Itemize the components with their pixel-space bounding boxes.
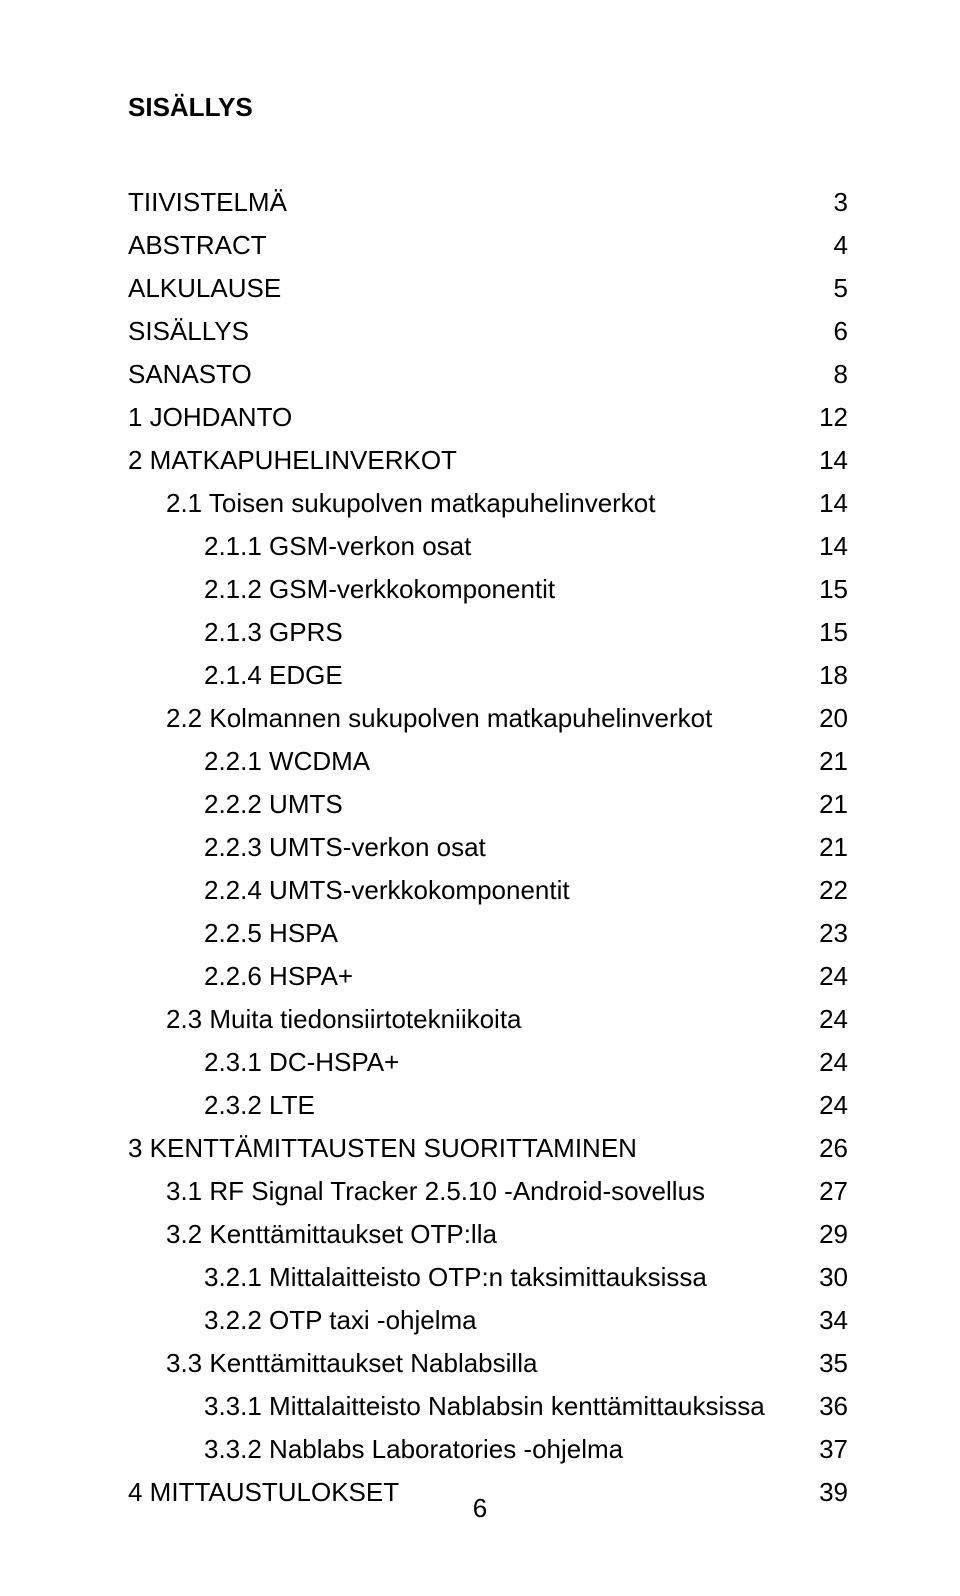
- toc-label: 3.2.1 Mittalaitteisto OTP:n taksimittauk…: [128, 1258, 707, 1297]
- toc-list: TIIVISTELMÄ 3 ABSTRACT 4 ALKULAUSE 5 SISÄLLYS 6…: [128, 183, 848, 1512]
- toc-page: 22: [803, 871, 848, 910]
- toc-label: 2.2.4 UMTS-verkkokomponentit: [128, 871, 570, 910]
- toc-row: 2.2 Kolmannen sukupolven matkapuhelinver…: [128, 699, 848, 738]
- toc-row: 3.2 Kenttämittaukset OTP:lla 29: [128, 1215, 848, 1254]
- toc-row: 2.3 Muita tiedonsiirtotekniikoita 24: [128, 1000, 848, 1039]
- toc-row: 2.1.2 GSM-verkkokomponentit 15: [128, 570, 848, 609]
- toc-page: 21: [803, 742, 848, 781]
- toc-row: 3.2.2 OTP taxi -ohjelma 34: [128, 1301, 848, 1340]
- toc-page: 36: [803, 1387, 848, 1426]
- page-number: 6: [0, 1493, 960, 1524]
- toc-page: 29: [803, 1215, 848, 1254]
- toc-page: 26: [803, 1129, 848, 1168]
- toc-row: 3 KENTTÄMITTAUSTEN SUORITTAMINEN 26: [128, 1129, 848, 1168]
- toc-row: TIIVISTELMÄ 3: [128, 183, 848, 222]
- toc-row: SISÄLLYS 6: [128, 312, 848, 351]
- toc-page: 21: [803, 785, 848, 824]
- toc-page: 24: [803, 957, 848, 996]
- toc-label: 1 JOHDANTO: [128, 398, 292, 437]
- toc-label: 2.1.4 EDGE: [128, 656, 343, 695]
- toc-label: TIIVISTELMÄ: [128, 183, 287, 222]
- toc-page: 14: [803, 441, 848, 480]
- toc-row: 2.2.5 HSPA 23: [128, 914, 848, 953]
- toc-row: 2.2.3 UMTS-verkon osat 21: [128, 828, 848, 867]
- toc-label: 2.3.1 DC-HSPA+: [128, 1043, 399, 1082]
- toc-page: 4: [818, 226, 848, 265]
- toc-label: 2.2.5 HSPA: [128, 914, 338, 953]
- toc-page: 30: [803, 1258, 848, 1297]
- toc-page: 34: [803, 1301, 848, 1340]
- toc-page: 23: [803, 914, 848, 953]
- toc-row: 2.2.4 UMTS-verkkokomponentit 22: [128, 871, 848, 910]
- toc-row: ALKULAUSE 5: [128, 269, 848, 308]
- toc-row: 2.1 Toisen sukupolven matkapuhelinverkot…: [128, 484, 848, 523]
- toc-label: 2.2 Kolmannen sukupolven matkapuhelinver…: [128, 699, 712, 738]
- toc-page: 27: [803, 1172, 848, 1211]
- toc-page: 24: [803, 1000, 848, 1039]
- toc-label: 3 KENTTÄMITTAUSTEN SUORITTAMINEN: [128, 1129, 637, 1168]
- toc-page: 3: [818, 183, 848, 222]
- toc-row: ABSTRACT 4: [128, 226, 848, 265]
- toc-row: 3.3.1 Mittalaitteisto Nablabsin kenttämi…: [128, 1387, 848, 1426]
- toc-page: 15: [803, 613, 848, 652]
- toc-label: ALKULAUSE: [128, 269, 281, 308]
- toc-row: 3.2.1 Mittalaitteisto OTP:n taksimittauk…: [128, 1258, 848, 1297]
- toc-page: 5: [818, 269, 848, 308]
- toc-label: 2.2.1 WCDMA: [128, 742, 370, 781]
- toc-row: 2.2.2 UMTS 21: [128, 785, 848, 824]
- toc-page: 12: [803, 398, 848, 437]
- toc-label: 2.3 Muita tiedonsiirtotekniikoita: [128, 1000, 522, 1039]
- toc-row: 2.3.1 DC-HSPA+ 24: [128, 1043, 848, 1082]
- toc-row: 1 JOHDANTO 12: [128, 398, 848, 437]
- toc-label: 3.3.1 Mittalaitteisto Nablabsin kenttämi…: [128, 1387, 765, 1426]
- toc-label: 3.2 Kenttämittaukset OTP:lla: [128, 1215, 497, 1254]
- toc-label: SANASTO: [128, 355, 252, 394]
- toc-label: 2.1.1 GSM-verkon osat: [128, 527, 471, 566]
- toc-label: 2.2.6 HSPA+: [128, 957, 353, 996]
- toc-row: 3.3.2 Nablabs Laboratories -ohjelma 37: [128, 1430, 848, 1469]
- document-page: SISÄLLYS TIIVISTELMÄ 3 ABSTRACT 4 ALKULAUSE 5…: [0, 0, 960, 1596]
- toc-label: 2.2.3 UMTS-verkon osat: [128, 828, 486, 867]
- toc-page: 6: [818, 312, 848, 351]
- toc-label: ABSTRACT: [128, 226, 267, 265]
- toc-row: 2 MATKAPUHELINVERKOT 14: [128, 441, 848, 480]
- toc-label: 2.1.2 GSM-verkkokomponentit: [128, 570, 555, 609]
- toc-label: 2.2.2 UMTS: [128, 785, 343, 824]
- toc-label: 2.1 Toisen sukupolven matkapuhelinverkot: [128, 484, 656, 523]
- toc-row: 2.2.6 HSPA+ 24: [128, 957, 848, 996]
- toc-row: 2.2.1 WCDMA 21: [128, 742, 848, 781]
- toc-row: SANASTO 8: [128, 355, 848, 394]
- toc-label: 3.3 Kenttämittaukset Nablabsilla: [128, 1344, 537, 1383]
- toc-row: 2.1.3 GPRS 15: [128, 613, 848, 652]
- toc-page: 24: [803, 1043, 848, 1082]
- toc-label: 2 MATKAPUHELINVERKOT: [128, 441, 457, 480]
- toc-page: 20: [803, 699, 848, 738]
- toc-label: 3.3.2 Nablabs Laboratories -ohjelma: [128, 1430, 623, 1469]
- toc-label: SISÄLLYS: [128, 312, 249, 351]
- toc-row: 2.1.4 EDGE 18: [128, 656, 848, 695]
- toc-page: 21: [803, 828, 848, 867]
- toc-label: 2.1.3 GPRS: [128, 613, 343, 652]
- toc-title: SISÄLLYS: [128, 92, 848, 123]
- toc-page: 24: [803, 1086, 848, 1125]
- toc-page: 37: [803, 1430, 848, 1469]
- toc-page: 8: [818, 355, 848, 394]
- toc-page: 18: [803, 656, 848, 695]
- toc-page: 15: [803, 570, 848, 609]
- toc-page: 35: [803, 1344, 848, 1383]
- toc-row: 3.3 Kenttämittaukset Nablabsilla 35: [128, 1344, 848, 1383]
- toc-page: 14: [803, 527, 848, 566]
- toc-label: 3.1 RF Signal Tracker 2.5.10 -Android-so…: [128, 1172, 705, 1211]
- toc-row: 2.3.2 LTE 24: [128, 1086, 848, 1125]
- toc-label: 2.3.2 LTE: [128, 1086, 315, 1125]
- toc-label: 3.2.2 OTP taxi -ohjelma: [128, 1301, 477, 1340]
- toc-row: 2.1.1 GSM-verkon osat 14: [128, 527, 848, 566]
- toc-row: 3.1 RF Signal Tracker 2.5.10 -Android-so…: [128, 1172, 848, 1211]
- toc-page: 14: [803, 484, 848, 523]
